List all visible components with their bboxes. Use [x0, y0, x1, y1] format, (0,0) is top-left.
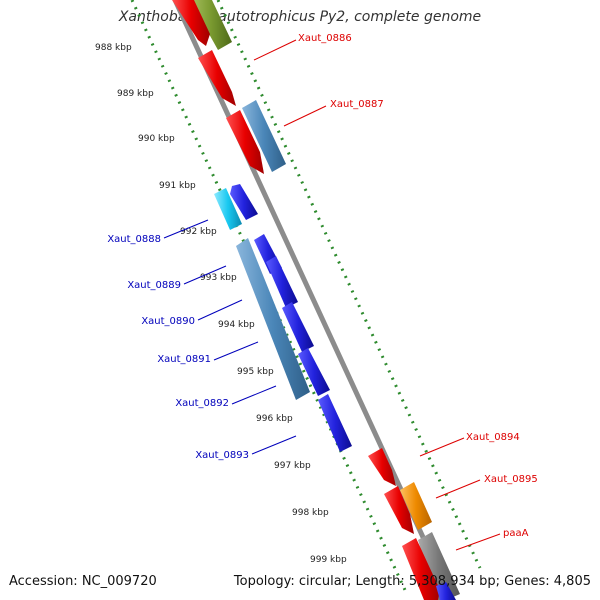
- label-xaut-0891[interactable]: Xaut_0891: [157, 354, 211, 365]
- leader-xaut-0891: [213, 341, 259, 361]
- gene-blue-arrow-0889b[interactable]: [266, 256, 298, 308]
- gene-red-arrow-top[interactable]: [172, 0, 210, 46]
- forward-gene-labels: Xaut_0886 Xaut_0887 Xaut_0894 Xaut_0895 …: [298, 33, 538, 539]
- tick-label: 996 kbp: [256, 414, 293, 424]
- gene-red-arrow-bottom[interactable]: [402, 538, 440, 600]
- leader-xaut-0892: [231, 385, 277, 405]
- gene-red-arrow-lower[interactable]: [384, 486, 414, 534]
- gene-xaut-0895[interactable]: [400, 482, 432, 530]
- label-xaut-0888[interactable]: Xaut_0888: [107, 234, 161, 245]
- tick-label: 994 kbp: [218, 320, 255, 330]
- gene-olive-arrow[interactable]: [190, 0, 232, 50]
- forward-strand-genes: [172, 0, 460, 600]
- gene-xaut-0888[interactable]: [214, 188, 242, 230]
- gene-blue-arrow-0888b[interactable]: [230, 184, 258, 220]
- leader-xaut-0886: [253, 39, 297, 61]
- reverse-gene-labels: Xaut_0888 Xaut_0889 Xaut_0890 Xaut_0891 …: [107, 234, 249, 461]
- leader-xaut-0890: [197, 299, 243, 321]
- gene-red-arrow-0886b[interactable]: [226, 110, 264, 174]
- label-xaut-0886[interactable]: Xaut_0886: [298, 33, 352, 44]
- gene-paaA[interactable]: [418, 532, 460, 600]
- tick-label: 991 kbp: [159, 181, 196, 191]
- reverse-strand-genes: [214, 184, 352, 452]
- tick-label: 998 kbp: [292, 508, 329, 518]
- leader-xaut-0887: [283, 105, 327, 127]
- tick-label: 999 kbp: [310, 555, 347, 565]
- gene-xaut-0893[interactable]: [318, 394, 352, 452]
- leader-xaut-0888: [163, 219, 209, 239]
- leader-xaut-0893: [251, 435, 297, 455]
- tick-label: 992 kbp: [180, 227, 217, 237]
- gene-xaut-0891[interactable]: [282, 302, 314, 352]
- tick-label: 995 kbp: [237, 367, 274, 377]
- label-xaut-0889[interactable]: Xaut_0889: [127, 280, 181, 291]
- gene-xaut-0890[interactable]: [236, 238, 310, 400]
- leader-paaA: [455, 533, 501, 551]
- gene-xaut-0894[interactable]: [368, 448, 396, 486]
- genome-info-text: Topology: circular; Length: 5,308,934 bp…: [233, 574, 591, 589]
- leader-lines: [163, 39, 501, 551]
- label-xaut-0894[interactable]: Xaut_0894: [466, 432, 520, 443]
- tick-label: 990 kbp: [138, 134, 175, 144]
- label-paaA[interactable]: paaA: [503, 528, 529, 539]
- tick-label: 997 kbp: [274, 461, 311, 471]
- tick-labels: 988 kbp 989 kbp 990 kbp 991 kbp 992 kbp …: [95, 43, 347, 565]
- tick-label: 993 kbp: [200, 273, 237, 283]
- label-xaut-0893[interactable]: Xaut_0893: [195, 450, 249, 461]
- gene-blue-arrow-bottom[interactable]: [436, 582, 456, 600]
- leader-xaut-0895: [435, 479, 481, 499]
- tick-label: 989 kbp: [117, 89, 154, 99]
- leader-xaut-0894: [419, 437, 465, 457]
- label-xaut-0892[interactable]: Xaut_0892: [175, 398, 229, 409]
- label-xaut-0887[interactable]: Xaut_0887: [330, 99, 384, 110]
- gene-xaut-0892[interactable]: [298, 348, 330, 396]
- gene-xaut-0887[interactable]: [242, 100, 286, 172]
- leader-xaut-0889: [183, 265, 227, 285]
- label-xaut-0895[interactable]: Xaut_0895: [484, 474, 538, 485]
- label-xaut-0890[interactable]: Xaut_0890: [141, 316, 195, 327]
- inner-tick-rail: [216, 0, 482, 569]
- gene-xaut-0886[interactable]: [198, 50, 236, 106]
- accession-text: Accession: NC_009720: [9, 574, 157, 589]
- tick-label: 988 kbp: [95, 43, 132, 53]
